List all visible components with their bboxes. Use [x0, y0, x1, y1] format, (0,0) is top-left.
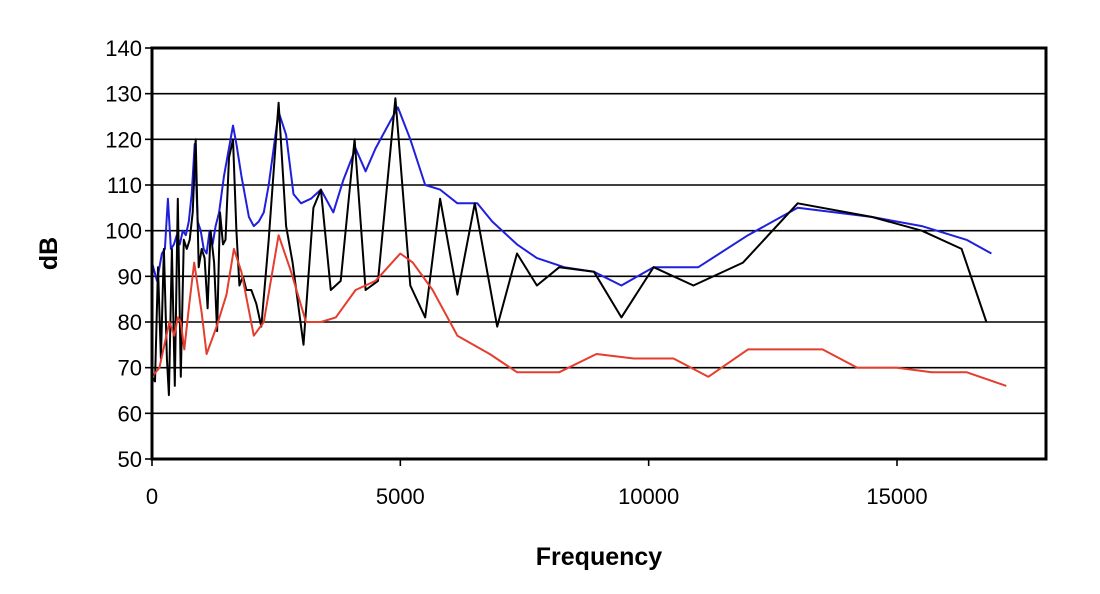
x-axis-title: Frequency	[536, 543, 663, 571]
y-tick-label: 60	[118, 401, 142, 426]
y-tick-label: 100	[105, 219, 142, 244]
y-tick-label: 110	[107, 173, 142, 198]
y-axis-tick-labels: 50 60 70 80 90 100 110 120 130 140	[105, 36, 142, 472]
x-axis-tick-labels: 0 5000 10000 15000	[146, 484, 928, 509]
x-tick-label: 0	[146, 484, 158, 509]
x-tick-label: 15000	[866, 484, 927, 509]
y-axis-title: dB	[35, 237, 63, 270]
y-tick-label: 50	[118, 447, 142, 472]
plot-area-frame	[150, 46, 1048, 461]
series-line-2	[151, 97, 988, 397]
x-tick-label: 10000	[618, 484, 679, 509]
series-line-1	[151, 106, 992, 287]
y-tick-label: 90	[118, 264, 142, 289]
series-line-3	[151, 234, 1007, 387]
y-tick-label: 80	[118, 310, 142, 335]
y-tick-label: 70	[118, 356, 142, 381]
y-tick-label: 130	[105, 82, 142, 107]
x-tick-label: 5000	[376, 484, 425, 509]
y-tick-label: 140	[105, 36, 142, 61]
axes	[145, 47, 898, 466]
series-lines	[151, 97, 1007, 397]
y-tick-label: 120	[105, 127, 142, 152]
